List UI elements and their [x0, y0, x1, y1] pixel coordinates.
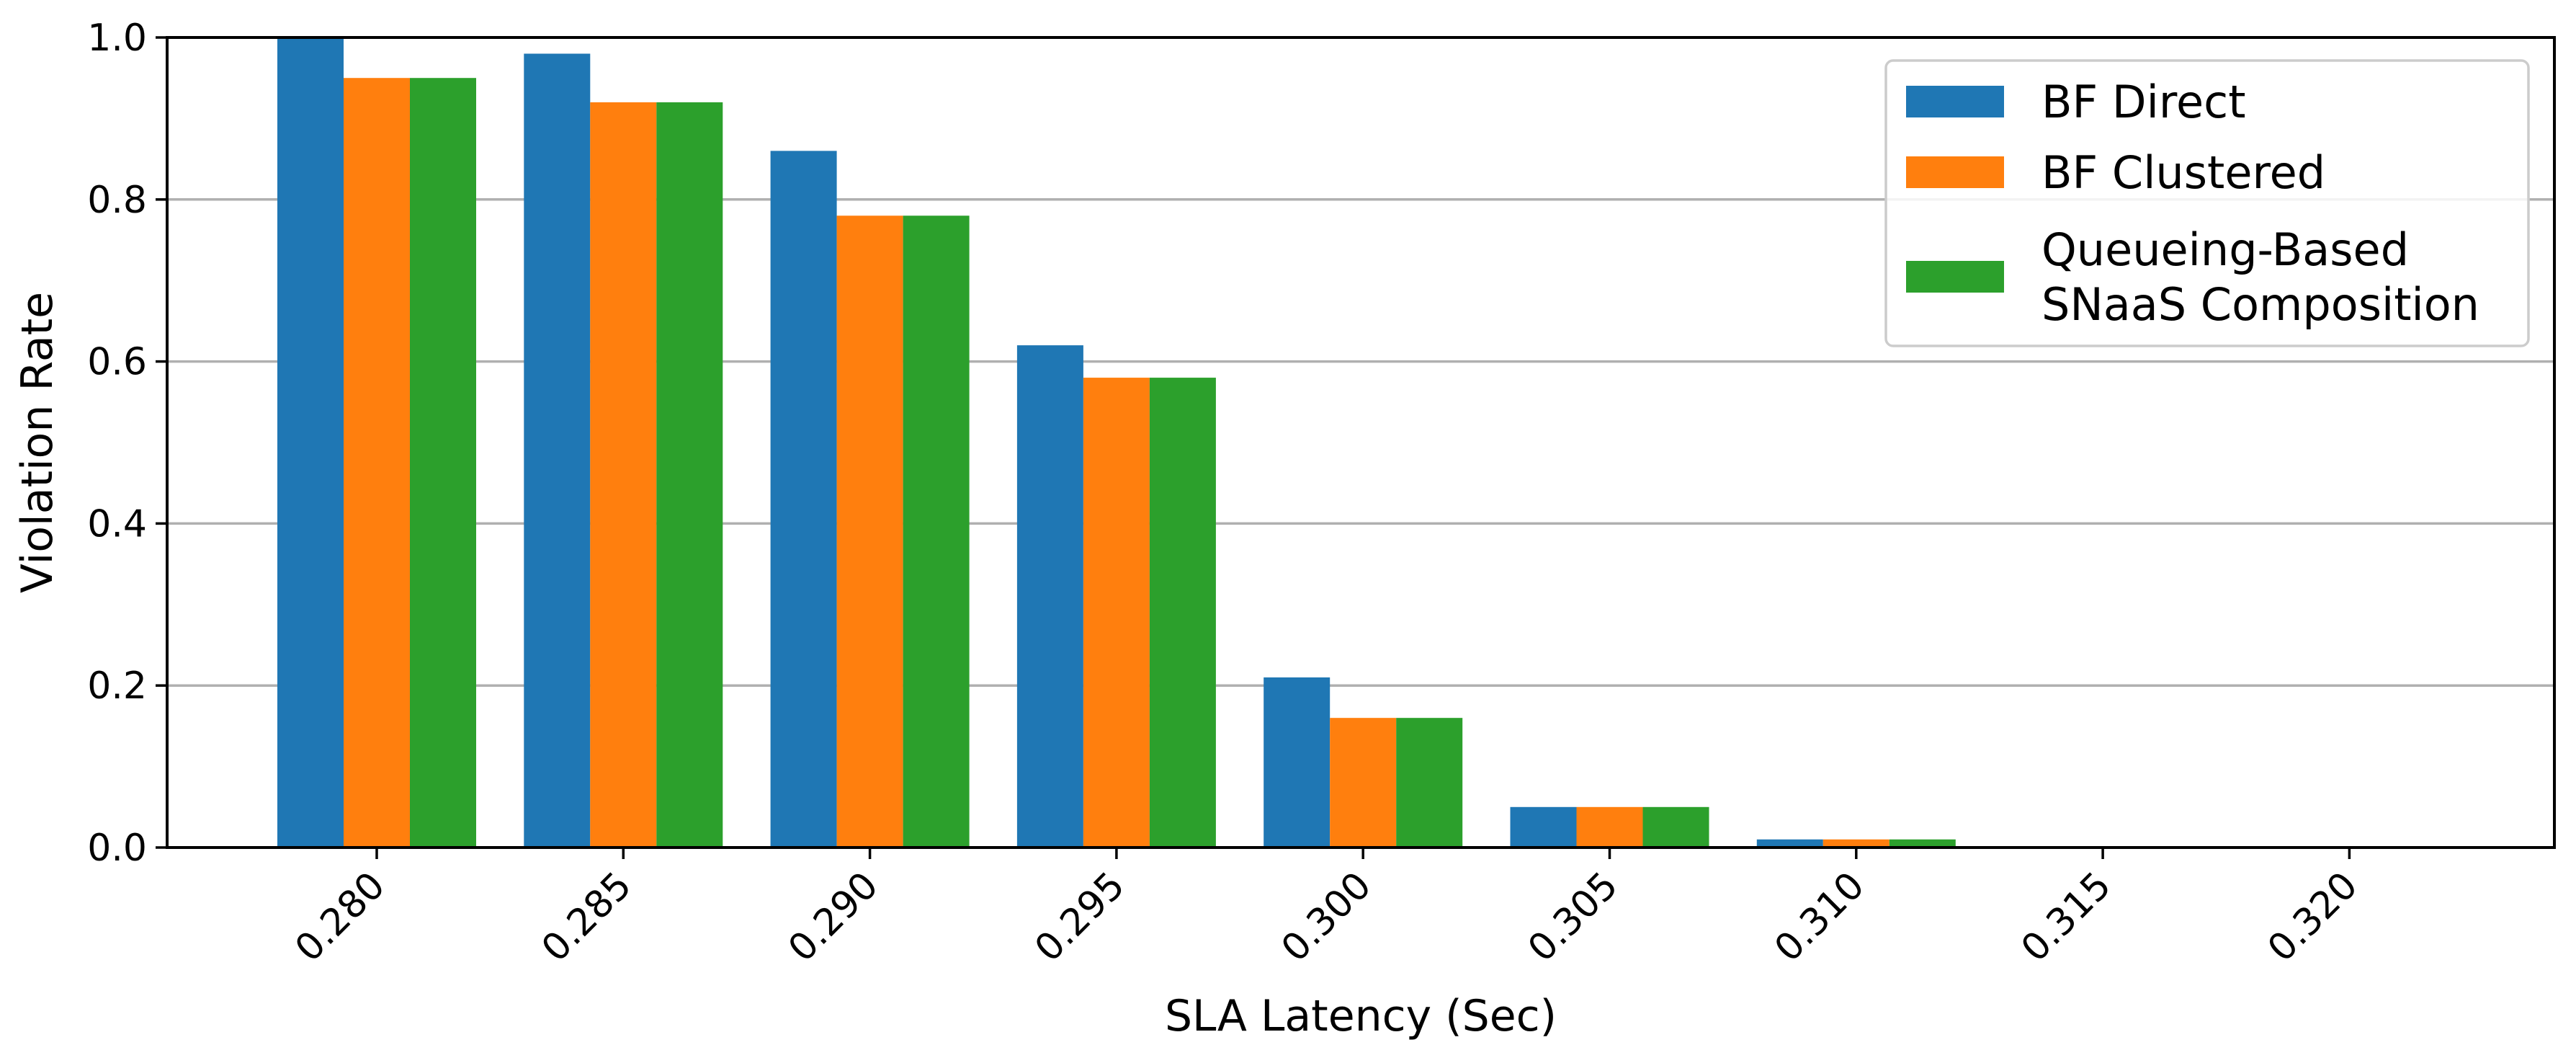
y-tick-label: 0.2 [87, 664, 147, 708]
bar [1396, 718, 1463, 848]
x-tick-label: 0.310 [1766, 864, 1873, 971]
y-axis-label: Violation Rate [12, 292, 63, 593]
bar [1149, 378, 1216, 848]
x-tick-label: 0.285 [534, 864, 640, 971]
legend-label: BF Direct [2041, 76, 2246, 128]
y-tick-label: 0.0 [87, 827, 147, 870]
x-axis-label: SLA Latency (Sec) [1165, 991, 1557, 1041]
bar [1264, 677, 1331, 848]
legend-swatch [1906, 86, 2004, 117]
bar [1889, 839, 1956, 848]
bar [1823, 839, 1889, 848]
x-axis-ticks: 0.280 0.285 0.290 0.295 0.300 0.305 0.310 0.315… [287, 848, 2366, 970]
bar [656, 102, 723, 848]
bar [903, 215, 970, 848]
legend-swatch [1906, 156, 2004, 188]
bar [410, 78, 476, 848]
x-tick-label: 0.295 [1027, 864, 1133, 971]
bar [1642, 806, 1709, 848]
bar [590, 102, 657, 848]
bar [1016, 345, 1083, 848]
bar [277, 37, 344, 848]
x-tick-label: 0.300 [1274, 864, 1380, 971]
bars [277, 37, 1956, 848]
bar [1083, 378, 1150, 848]
x-tick-label: 0.290 [780, 864, 887, 971]
y-tick-label: 0.6 [87, 341, 147, 384]
legend-label: BF Clustered [2041, 146, 2325, 199]
legend-label: SNaaS Composition [2041, 278, 2479, 331]
legend-label: Queueing-Based [2041, 223, 2409, 276]
x-tick-label: 0.305 [1520, 864, 1627, 971]
x-tick-label: 0.320 [2260, 864, 2366, 971]
y-axis-ticks: 0.0 0.2 0.4 0.6 0.8 1.0 [87, 17, 167, 870]
x-tick-label: 0.280 [287, 864, 393, 971]
y-tick-label: 0.8 [87, 179, 147, 222]
bar [344, 78, 410, 848]
bar [770, 151, 837, 848]
y-tick-label: 1.0 [87, 17, 147, 60]
legend-swatch [1906, 261, 2004, 293]
bar [524, 53, 591, 848]
bar [1576, 806, 1643, 848]
bar [1510, 806, 1577, 848]
bar [1756, 839, 1823, 848]
legend: BF Direct BF Clustered Queueing-BasedSNaaS… [1884, 59, 2530, 347]
y-tick-label: 0.4 [87, 502, 147, 546]
bar [1330, 718, 1397, 848]
legend-box [1884, 59, 2530, 347]
bar [836, 215, 903, 848]
plot-frame [166, 36, 2556, 849]
x-tick-label: 0.315 [2013, 864, 2120, 971]
